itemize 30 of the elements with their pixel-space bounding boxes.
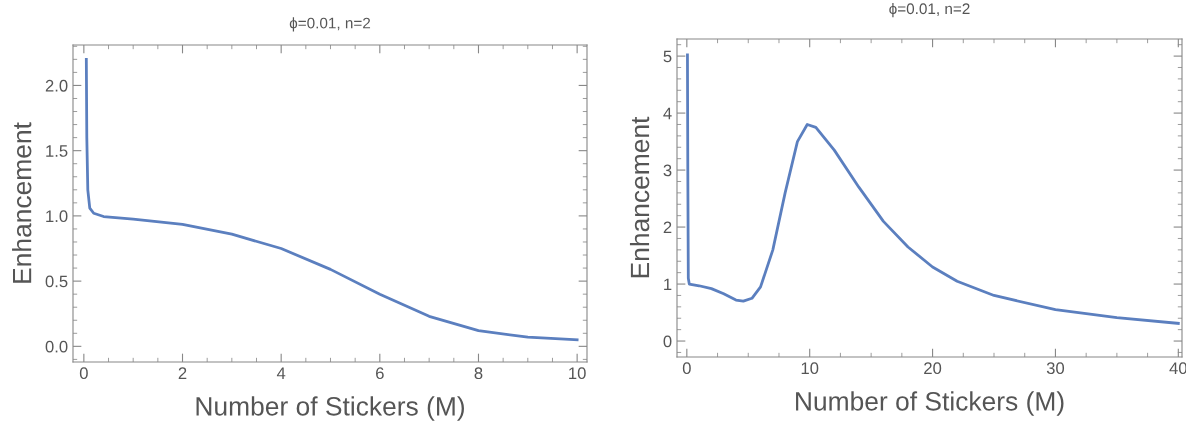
x-tick-label: 6 xyxy=(376,367,384,380)
x-tick-label: 30 xyxy=(1046,362,1065,375)
x-tick-label: 0 xyxy=(79,367,88,380)
y-tick-label: 2 xyxy=(663,221,672,234)
x-tick-label: 0 xyxy=(682,362,691,375)
x-tick-label: 40 xyxy=(1169,362,1186,375)
y-axis-title: Enhancement xyxy=(629,116,650,278)
chart-title: ϕ=0.01, n=2 xyxy=(289,17,371,32)
y-tick-label: 5 xyxy=(663,50,672,63)
y-tick-label: 0 xyxy=(663,335,672,348)
y-tick-label: 1.0 xyxy=(46,210,68,223)
y-tick-label: 0.0 xyxy=(45,340,68,353)
y-tick-label: 3 xyxy=(663,164,672,177)
chart-title: ϕ=0.01, n=2 xyxy=(889,2,970,18)
x-axis-title: Number of Stickers (M) xyxy=(796,391,1064,416)
x-tick-label: 10 xyxy=(801,362,819,375)
x-tick-label: 8 xyxy=(474,367,483,380)
line-series xyxy=(686,53,1180,325)
y-tick-label: 0.5 xyxy=(45,275,68,288)
y-tick-label: 1.5 xyxy=(46,145,68,157)
x-tick-label: 2 xyxy=(178,367,187,379)
x-tick-label: 20 xyxy=(924,362,942,375)
x-tick-label: 4 xyxy=(276,367,286,379)
x-axis-title: Number of Stickers (M) xyxy=(196,396,464,421)
line-series xyxy=(84,57,579,342)
y-tick-label: 2.0 xyxy=(45,79,68,92)
y-tick-label: 4 xyxy=(663,107,672,120)
y-axis-title: Enhancement xyxy=(12,122,32,283)
y-tick-label: 1 xyxy=(664,278,672,291)
x-tick-label: 10 xyxy=(569,367,586,380)
